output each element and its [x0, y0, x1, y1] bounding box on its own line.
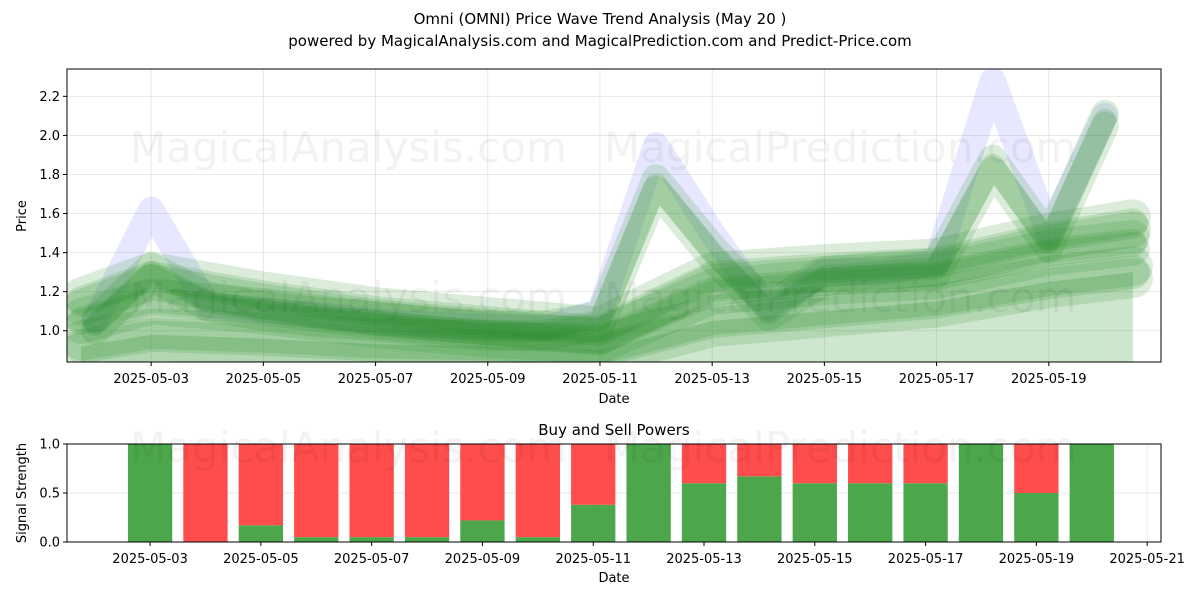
price-x-tick-label: 2025-05-17 — [899, 372, 975, 387]
sell-bar — [183, 444, 228, 542]
price-wave-band — [67, 208, 1148, 346]
price-wave-band — [81, 99, 1119, 339]
signal-x-tick-label: 2025-05-21 — [1109, 552, 1185, 567]
sell-bar — [460, 444, 505, 521]
signal-y-tick-label: 0.5 — [39, 487, 60, 502]
watermark-analysis-bottom: MagicalAnalysis.com — [130, 423, 567, 472]
sell-bar — [737, 444, 782, 477]
signal-x-tick-label: 2025-05-09 — [445, 552, 521, 567]
price-wave-band — [82, 69, 1118, 342]
price-y-tick-label: 1.6 — [39, 207, 60, 222]
signal-x-tick-label: 2025-05-13 — [666, 552, 742, 567]
price-x-tick-label: 2025-05-13 — [674, 372, 750, 387]
buy-bar — [903, 483, 948, 542]
signal-panel: Buy and Sell Powers MagicalAnalysis.com … — [15, 421, 1185, 586]
signal-x-tick-label: 2025-05-15 — [777, 552, 853, 567]
sell-bar — [349, 444, 394, 538]
price-y-axis: 1.0 1.2 1.4 1.6 1.8 2.0 2.2 — [39, 90, 67, 339]
watermark-analysis-top: MagicalAnalysis.com — [130, 123, 567, 172]
sell-bar — [238, 444, 284, 526]
price-lower-area — [81, 272, 1133, 362]
buy-bar — [737, 476, 782, 542]
sell-bar — [404, 444, 450, 538]
signal-x-tick-label: 2025-05-05 — [223, 552, 299, 567]
buy-bar — [848, 483, 893, 542]
price-wave-band — [67, 211, 1151, 355]
price-x-label: Date — [598, 392, 629, 407]
buy-bar — [404, 537, 450, 542]
price-y-tick-label: 1.8 — [39, 168, 60, 183]
price-axes-frame — [66, 68, 1162, 363]
signal-y-axis: 0.0 0.5 1.0 — [39, 438, 67, 551]
price-wave-bands — [67, 69, 1153, 362]
sell-bar — [571, 444, 616, 505]
price-wave-band — [84, 108, 1116, 342]
signal-bars — [127, 444, 1114, 542]
signal-x-label: Date — [598, 571, 629, 586]
sell-bar — [848, 444, 893, 484]
signal-x-tick-label: 2025-05-17 — [888, 552, 964, 567]
signal-x-tick-label: 2025-05-11 — [555, 552, 631, 567]
price-wave-band — [81, 111, 1119, 351]
price-wave-band — [67, 246, 1153, 362]
sell-bar — [515, 444, 560, 538]
price-wave-band — [67, 219, 1150, 352]
price-x-tick-label: 2025-05-11 — [562, 372, 638, 387]
signal-y-tick-label: 1.0 — [39, 438, 60, 453]
buy-bar — [958, 444, 1004, 542]
signal-title: Buy and Sell Powers — [538, 421, 690, 439]
signal-x-tick-label: 2025-05-03 — [112, 552, 188, 567]
price-y-tick-label: 1.4 — [39, 246, 60, 261]
signal-x-axis: 2025-05-03 2025-05-05 2025-05-07 2025-05-09… — [112, 542, 1185, 567]
buy-bar — [460, 520, 505, 542]
price-x-axis: 2025-05-03 2025-05-05 2025-05-07 2025-05-09… — [113, 362, 1087, 387]
price-wave-band — [67, 255, 1150, 362]
price-wave-band — [67, 228, 1147, 355]
buy-bar — [1014, 493, 1059, 542]
buy-bar — [571, 504, 616, 542]
chart-title: Omni (OMNI) Price Wave Trend Analysis (M… — [413, 10, 787, 28]
price-panel: MagicalAnalysis.com MagicalPrediction.co… — [15, 68, 1162, 407]
signal-y-tick-label: 0.0 — [39, 536, 60, 551]
buy-bar — [515, 537, 560, 542]
buy-bar — [681, 483, 727, 542]
price-y-label: Price — [15, 200, 30, 232]
price-y-tick-label: 2.0 — [39, 129, 60, 144]
price-grid — [67, 69, 1161, 362]
watermark-prediction-mid: MagicalPrediction.com — [604, 273, 1077, 322]
chart-subtitle: powered by MagicalAnalysis.com and Magic… — [288, 32, 912, 50]
price-x-tick-label: 2025-05-03 — [113, 372, 189, 387]
sell-bar — [903, 444, 948, 484]
sell-bar — [792, 444, 837, 484]
price-x-tick-label: 2025-05-07 — [338, 372, 414, 387]
buy-bar — [626, 444, 671, 542]
price-wave-band — [67, 258, 1153, 362]
price-x-tick-label: 2025-05-05 — [226, 372, 302, 387]
buy-bar — [294, 537, 339, 542]
watermark-prediction-top: MagicalPrediction.com — [604, 123, 1077, 172]
sell-bar — [681, 444, 727, 484]
price-y-tick-label: 2.2 — [39, 90, 60, 105]
price-wave-band — [67, 231, 1150, 362]
watermark-analysis-mid: MagicalAnalysis.com — [130, 273, 567, 322]
price-wave-band — [67, 199, 1151, 343]
price-y-tick-label: 1.0 — [39, 324, 60, 339]
watermark-prediction-bottom: MagicalPrediction.com — [604, 423, 1077, 472]
buy-bar — [127, 444, 173, 542]
buy-bar — [349, 537, 394, 542]
price-y-tick-label: 1.2 — [39, 285, 60, 300]
buy-bar — [1069, 444, 1114, 542]
buy-bar — [238, 525, 284, 542]
sell-bar — [294, 444, 339, 538]
signal-x-tick-label: 2025-05-07 — [334, 552, 410, 567]
price-x-tick-label: 2025-05-15 — [787, 372, 863, 387]
buy-bar — [792, 483, 837, 542]
price-x-tick-label: 2025-05-19 — [1011, 372, 1087, 387]
price-x-tick-label: 2025-05-09 — [450, 372, 526, 387]
signal-x-tick-label: 2025-05-19 — [999, 552, 1075, 567]
signal-y-label: Signal Strength — [15, 443, 30, 543]
sell-bar — [1014, 444, 1059, 493]
